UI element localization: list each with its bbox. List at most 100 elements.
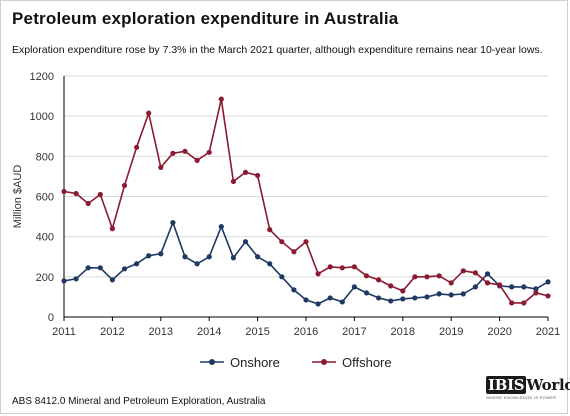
data-point-offshore — [121, 182, 128, 189]
y-tick-label: 200 — [36, 272, 54, 284]
data-point-offshore — [448, 280, 454, 286]
data-point-onshore — [363, 290, 370, 296]
data-point-onshore — [230, 255, 236, 261]
data-point-onshore — [339, 299, 345, 305]
data-point-onshore — [182, 254, 188, 260]
data-point-offshore — [436, 273, 442, 279]
data-point-onshore — [424, 294, 430, 300]
x-tick-label: 2017 — [342, 326, 366, 338]
data-point-offshore — [85, 200, 91, 207]
x-tick-label: 2018 — [391, 326, 415, 338]
y-tick-label: 600 — [36, 192, 54, 204]
chart-subtitle: Exploration expenditure rose by 7.3% in … — [12, 44, 543, 56]
legend-label-offshore: Offshore — [342, 355, 392, 370]
data-point-offshore — [472, 270, 478, 276]
data-point-offshore — [521, 300, 527, 306]
data-point-offshore — [376, 277, 382, 283]
data-point-onshore — [61, 278, 67, 284]
data-point-onshore — [533, 286, 539, 292]
y-tick-label: 0 — [48, 312, 54, 324]
x-tick-label: 2014 — [197, 326, 221, 338]
data-point-onshore — [436, 291, 442, 297]
data-point-onshore — [303, 297, 309, 303]
legend-marker-onshore — [209, 359, 215, 365]
legend-marker-offshore — [321, 359, 327, 365]
x-tick-label: 2012 — [100, 326, 124, 338]
data-point-onshore — [327, 295, 333, 301]
data-point-onshore — [255, 254, 261, 260]
data-point-onshore — [170, 220, 176, 226]
data-point-offshore — [61, 188, 67, 195]
data-point-offshore — [291, 249, 297, 255]
data-point-offshore — [230, 178, 236, 185]
data-point-offshore — [109, 226, 115, 232]
data-point-offshore — [146, 110, 152, 116]
y-tick-label: 400 — [36, 232, 54, 244]
data-point-onshore — [400, 296, 406, 302]
data-point-offshore — [206, 149, 212, 155]
data-point-onshore — [351, 284, 357, 290]
data-point-onshore — [545, 279, 551, 285]
data-point-offshore — [134, 144, 140, 150]
y-tick-label: 1000 — [30, 111, 54, 123]
data-point-onshore — [315, 301, 321, 307]
data-point-offshore — [182, 148, 188, 154]
data-point-offshore — [97, 191, 103, 198]
data-point-offshore — [267, 227, 273, 233]
data-point-onshore — [85, 265, 91, 271]
x-tick-label: 2019 — [439, 326, 463, 338]
data-point-onshore — [242, 239, 249, 245]
data-point-offshore — [170, 150, 176, 156]
chart-title: Petroleum exploration expenditure in Aus… — [12, 9, 399, 28]
data-point-offshore — [545, 293, 551, 299]
data-point-offshore — [242, 169, 249, 175]
data-point-offshore — [315, 271, 321, 277]
x-tick-label: 2020 — [487, 326, 511, 338]
data-point-offshore — [279, 239, 285, 245]
y-axis-label: Million $AUD — [12, 165, 24, 229]
data-point-onshore — [109, 277, 115, 283]
x-tick-label: 2016 — [294, 326, 318, 338]
data-point-onshore — [509, 284, 515, 290]
data-point-onshore — [158, 251, 164, 257]
y-tick-label: 800 — [36, 151, 54, 163]
data-point-onshore — [484, 271, 491, 277]
data-point-onshore — [73, 276, 79, 282]
data-point-onshore — [291, 287, 297, 293]
data-point-onshore — [412, 295, 418, 301]
data-point-offshore — [73, 190, 79, 197]
data-point-offshore — [339, 265, 345, 271]
data-point-offshore — [484, 280, 491, 286]
data-point-offshore — [424, 274, 430, 280]
data-point-onshore — [194, 261, 200, 267]
data-point-onshore — [376, 295, 382, 301]
data-point-offshore — [412, 274, 418, 280]
data-point-offshore — [303, 239, 309, 245]
x-tick-label: 2011 — [52, 326, 76, 338]
data-point-offshore — [388, 283, 394, 289]
data-point-offshore — [509, 300, 515, 306]
y-tick-label: 1200 — [30, 71, 54, 83]
data-point-onshore — [279, 274, 285, 280]
ibisworld-logo: IBIS World WHERE KNOWLEDGE IS POWER — [486, 376, 570, 406]
data-point-onshore — [472, 284, 478, 290]
data-point-offshore — [158, 164, 164, 170]
x-tick-label: 2021 — [536, 326, 560, 338]
data-point-onshore — [146, 253, 152, 259]
data-point-offshore — [497, 282, 503, 288]
data-point-onshore — [460, 291, 466, 297]
data-point-offshore — [255, 172, 261, 179]
data-point-offshore — [327, 264, 333, 270]
logo-tagline: WHERE KNOWLEDGE IS POWER — [486, 395, 557, 400]
x-tick-label: 2015 — [245, 326, 269, 338]
data-point-offshore — [351, 264, 357, 270]
data-point-onshore — [134, 261, 140, 267]
data-point-onshore — [97, 265, 103, 271]
data-point-onshore — [448, 292, 454, 298]
data-point-onshore — [521, 284, 527, 290]
data-point-onshore — [121, 266, 128, 272]
data-point-offshore — [400, 288, 406, 294]
data-point-offshore — [218, 96, 224, 102]
